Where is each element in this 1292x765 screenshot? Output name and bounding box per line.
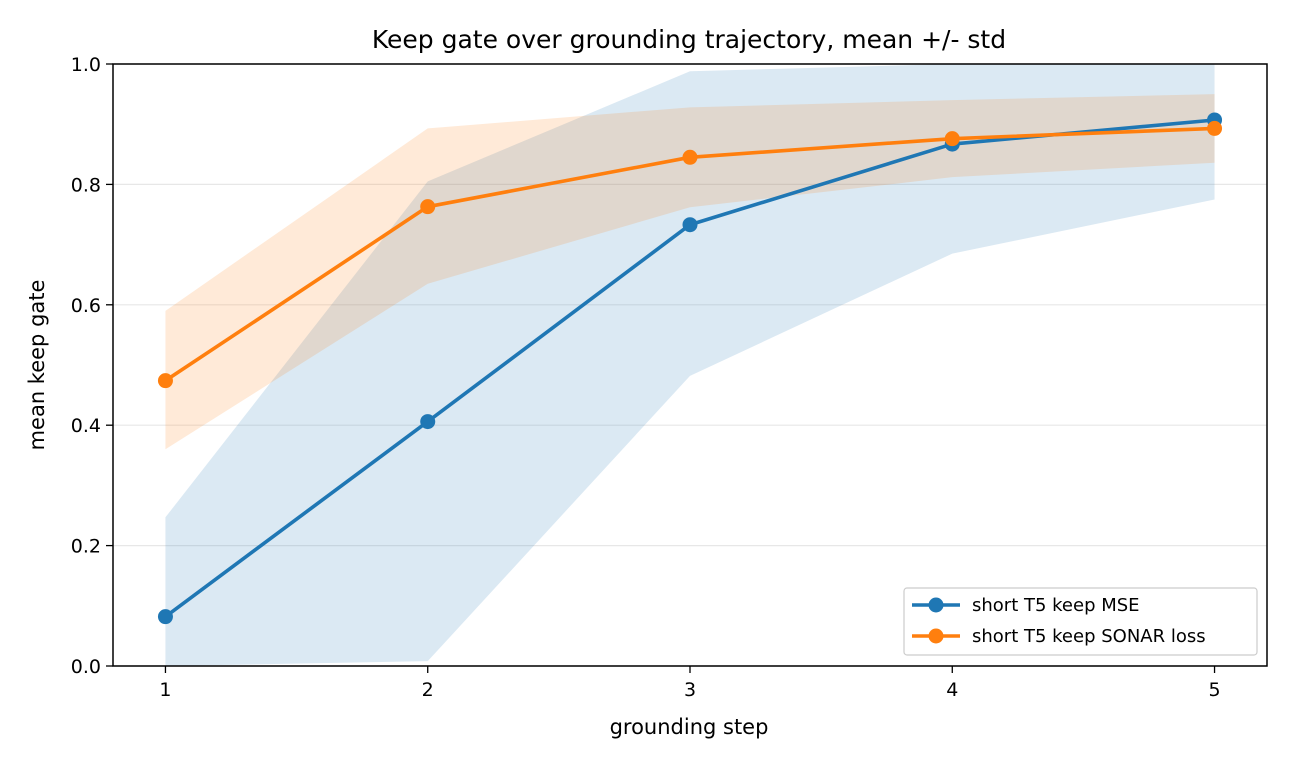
data-point-series-2 [420, 199, 436, 215]
y-axis-label: mean keep gate [25, 280, 49, 451]
data-point-series-1 [420, 414, 436, 430]
data-point-series-2 [1207, 120, 1223, 136]
data-point-series-2 [682, 149, 698, 165]
data-point-series-1 [682, 217, 698, 233]
y-tick-label: 1.0 [71, 54, 101, 76]
legend-box [903, 587, 1258, 656]
y-tick-label: 0.4 [71, 415, 101, 437]
legend: short T5 keep MSE short T5 keep SONAR los… [903, 587, 1258, 656]
x-tick-label: 5 [1208, 679, 1220, 701]
x-tick-label: 1 [159, 679, 171, 701]
y-tick-label: 0.0 [71, 656, 101, 678]
chart-title: Keep gate over grounding trajectory, mea… [372, 25, 1006, 54]
data-point-series-2 [157, 373, 173, 389]
legend-label-1: short T5 keep MSE [972, 595, 1140, 616]
std-band-series-1 [165, 64, 1215, 666]
y-axis-ticks: 0.0 0.2 0.4 0.6 0.8 1.0 [71, 54, 113, 678]
data-point-series-1 [157, 609, 173, 625]
series-markers [157, 112, 1223, 625]
legend-marker-1 [928, 597, 944, 613]
legend-label-2: short T5 keep SONAR loss [972, 626, 1206, 647]
std-bands [165, 64, 1215, 666]
y-tick-label: 0.8 [71, 174, 101, 196]
y-tick-label: 0.6 [71, 295, 101, 317]
x-axis-label: grounding step [610, 715, 769, 739]
data-point-series-2 [944, 131, 960, 147]
x-axis-ticks: 1 2 3 4 5 [159, 666, 1221, 701]
legend-marker-2 [928, 628, 944, 644]
y-tick-label: 0.2 [71, 536, 101, 558]
x-tick-label: 4 [946, 679, 958, 701]
x-tick-label: 3 [684, 679, 696, 701]
x-tick-label: 2 [422, 679, 434, 701]
std-band-series-2 [165, 94, 1215, 450]
